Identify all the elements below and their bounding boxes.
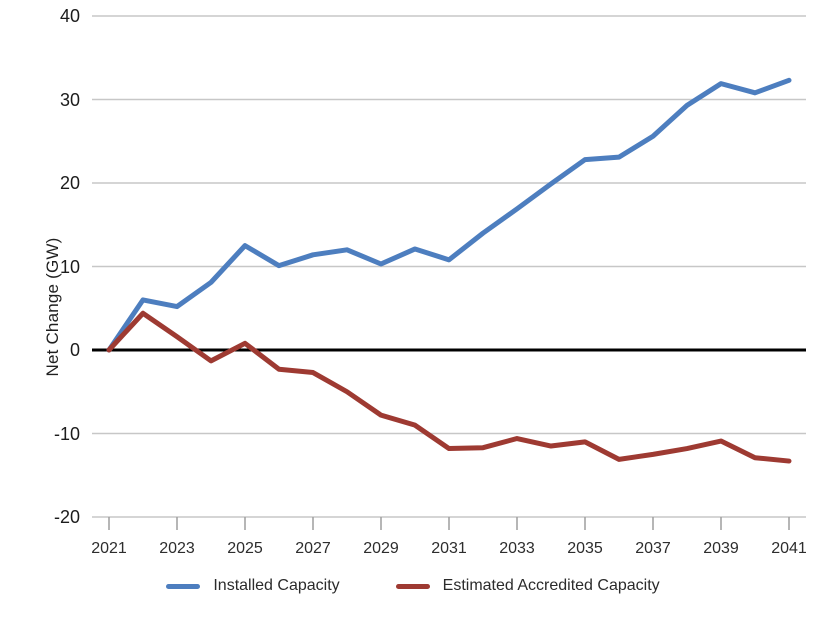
legend-item: Installed Capacity <box>166 577 340 595</box>
series-line-estimated-accredited-capacity <box>106 310 792 464</box>
y-tick-label: 20 <box>59 173 80 193</box>
y-tick-label: -20 <box>53 507 80 527</box>
x-tick-label: 2025 <box>227 540 263 557</box>
y-tick-label: -10 <box>53 423 80 444</box>
y-tick-label: 30 <box>59 89 80 110</box>
x-tick-label: 2039 <box>703 540 739 557</box>
x-tick-label: 2033 <box>499 540 535 557</box>
x-tick-label: 2041 <box>771 540 807 557</box>
y-tick-label: 40 <box>59 6 80 26</box>
x-tick-label: 2023 <box>159 540 195 557</box>
legend: Installed Capacity Estimated Accredited C… <box>0 577 826 595</box>
legend-label: Installed Capacity <box>213 577 340 594</box>
legend-line-swatch <box>166 583 201 589</box>
x-tick-label: 2037 <box>635 540 671 557</box>
y-tick-label: 0 <box>69 340 80 360</box>
x-tick-label: 2027 <box>295 540 331 557</box>
x-tick-label: 2031 <box>431 540 467 557</box>
series-line-installed-capacity <box>106 77 792 353</box>
legend-label: Estimated Accredited Capacity <box>442 577 660 594</box>
legend-line-swatch <box>395 583 430 589</box>
x-tick-label: 2029 <box>363 540 399 557</box>
y-tick-label: 10 <box>59 256 80 277</box>
legend-item: Estimated Accredited Capacity <box>395 577 660 595</box>
x-tick-label: 2021 <box>91 540 127 557</box>
x-tick-label: 2035 <box>567 540 603 557</box>
